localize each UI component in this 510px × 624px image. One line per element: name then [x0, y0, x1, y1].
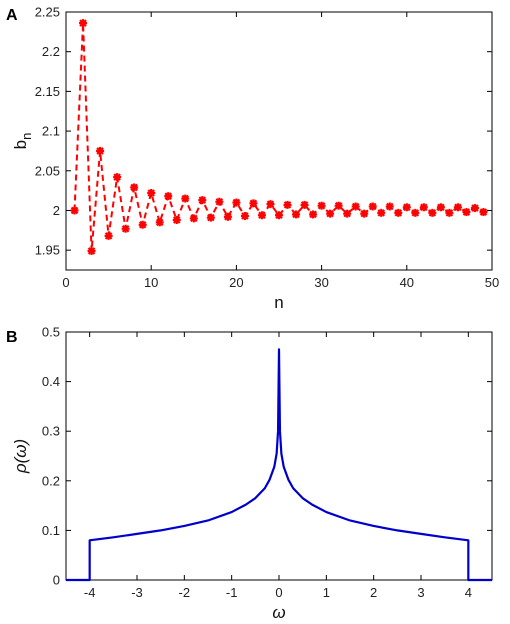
x-tick-label: 0: [275, 585, 282, 600]
y-tick-label: 2.2: [42, 44, 60, 59]
data-point-marker: [104, 231, 113, 240]
data-point-marker: [394, 208, 403, 217]
panel-b-letter: B: [6, 329, 18, 346]
y-tick-label: 0.5: [42, 325, 60, 340]
x-tick-label: 20: [229, 275, 243, 290]
data-point-marker: [462, 208, 471, 217]
data-point-marker: [240, 212, 249, 221]
data-point-marker: [223, 212, 232, 221]
y-tick-label: 2.05: [35, 163, 60, 178]
data-point-marker: [436, 203, 445, 212]
x-tick-label: 2: [370, 585, 377, 600]
x-tick-label: -3: [131, 585, 143, 600]
y-tick-label: 2.25: [35, 5, 60, 20]
data-point-marker: [96, 146, 105, 155]
data-point-marker: [130, 183, 139, 192]
x-tick-label: 10: [144, 275, 158, 290]
data-point-marker: [79, 19, 88, 28]
series-line: [66, 348, 492, 582]
data-point-marker: [419, 203, 428, 212]
data-point-marker: [377, 208, 386, 217]
data-point-marker: [275, 211, 283, 220]
data-point-marker: [249, 199, 258, 208]
data-point-marker: [189, 214, 198, 223]
data-point-marker: [198, 196, 207, 205]
data-point-marker: [479, 208, 488, 217]
data-point-marker: [453, 203, 462, 212]
y-tick-label: 0.2: [42, 473, 60, 488]
data-point-marker: [138, 220, 147, 229]
data-point-marker: [147, 188, 156, 197]
data-point-marker: [309, 210, 318, 219]
x-tick-label: 30: [314, 275, 328, 290]
y-tick-label: 0.4: [42, 374, 60, 389]
data-point-marker: [300, 200, 309, 209]
data-point-marker: [411, 208, 420, 217]
x-tick-label: -1: [226, 585, 238, 600]
y-axis-label: bn: [11, 133, 34, 150]
y-tick-label: 2.15: [35, 84, 60, 99]
panel-a-letter: A: [6, 7, 18, 24]
x-axis-label: n: [274, 293, 283, 312]
data-point-marker: [113, 173, 122, 182]
data-point-marker: [343, 209, 352, 218]
y-axis-label: ρ(ω): [11, 439, 30, 474]
x-tick-label: 40: [400, 275, 414, 290]
x-tick-label: -2: [179, 585, 191, 600]
x-tick-label: 3: [417, 585, 424, 600]
data-point-marker: [232, 198, 241, 207]
x-axis-label: ω: [272, 603, 285, 622]
x-tick-label: 1: [323, 585, 330, 600]
data-point-marker: [206, 213, 215, 222]
y-tick-label: 0.1: [42, 523, 60, 538]
data-point-marker: [181, 194, 190, 203]
data-point-marker: [351, 202, 360, 211]
data-point-marker: [428, 208, 437, 217]
data-point-marker: [385, 202, 394, 211]
data-point-marker: [266, 200, 275, 209]
data-point-marker: [368, 202, 377, 211]
y-tick-label: 2.1: [42, 124, 60, 139]
data-point-marker: [155, 218, 164, 227]
y-tick-label: 0.3: [42, 424, 60, 439]
data-point-marker: [164, 192, 173, 201]
data-point-marker: [87, 246, 96, 255]
data-point-marker: [445, 208, 454, 217]
data-point-marker: [326, 209, 335, 218]
data-point-marker: [292, 210, 301, 219]
data-point-marker: [317, 201, 326, 210]
y-tick-label: 2: [53, 203, 60, 218]
x-tick-label: -4: [84, 585, 96, 600]
data-point-marker: [283, 200, 292, 209]
data-point-marker: [172, 215, 181, 224]
data-point-marker: [257, 211, 266, 220]
data-point-marker: [360, 209, 369, 218]
data-point-marker: [402, 203, 411, 212]
data-point-marker: [334, 201, 343, 210]
y-tick-label: 1.95: [35, 243, 60, 258]
y-tick-label: 0: [53, 573, 60, 588]
plot-frame: [65, 11, 493, 271]
data-point-marker: [121, 224, 130, 233]
x-tick-label: 50: [485, 275, 499, 290]
data-point-marker: [215, 197, 224, 206]
x-tick-label: 0: [62, 275, 69, 290]
panel-a-chart: 0 10 20 30 40 50 1.95 2 2.05 2.1 2.15 2.2 2.25 n bn: [11, 5, 499, 313]
x-tick-label: 4: [465, 585, 472, 600]
data-point-marker: [70, 206, 79, 215]
data-point-marker: [470, 204, 479, 213]
panel-b-chart: -4 -3 -2 -1 0 1 2 3 4 0 0.1 0.2 0.3 0.4 0.5 ω ρ(ω): [11, 325, 493, 622]
